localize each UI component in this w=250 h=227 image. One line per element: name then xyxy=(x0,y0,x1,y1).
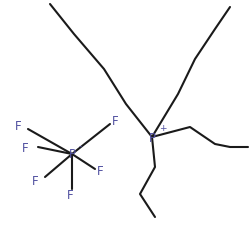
Text: F: F xyxy=(15,120,21,133)
Text: P: P xyxy=(148,131,156,144)
Text: F: F xyxy=(22,141,28,154)
Text: +: + xyxy=(159,123,166,132)
Text: F: F xyxy=(112,115,118,128)
Text: P: P xyxy=(68,148,75,161)
Text: F: F xyxy=(97,165,103,178)
Text: F: F xyxy=(67,189,73,202)
Text: F: F xyxy=(32,175,38,188)
Text: -: - xyxy=(78,141,82,150)
